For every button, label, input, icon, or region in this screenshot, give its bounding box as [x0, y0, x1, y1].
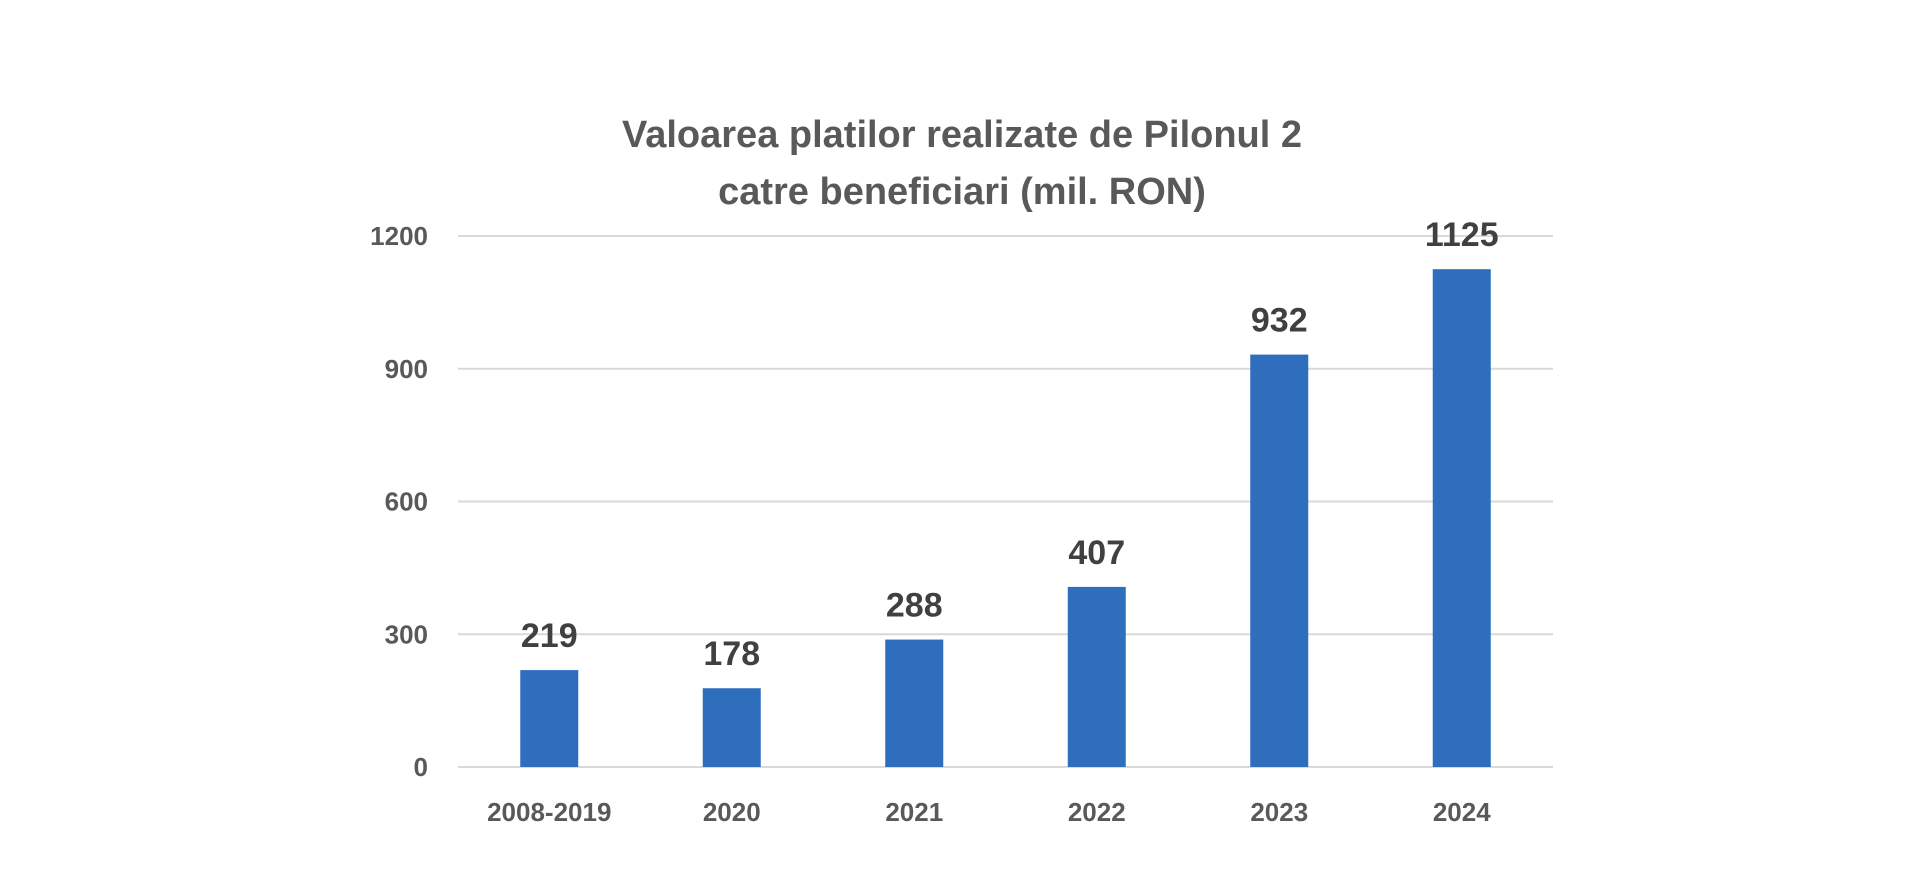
data-labels: 219 178 288 407 932 1125: [521, 216, 1499, 673]
chart-title: Valoarea platilor realizate de Pilonul 2…: [622, 114, 1302, 213]
x-tick-label-2021: 2021: [885, 797, 943, 827]
chart-title-line-2: catre beneficiari (mil. RON): [718, 171, 1206, 213]
y-tick-label: 300: [385, 619, 428, 649]
y-tick-label: 600: [385, 487, 428, 517]
y-axis: 0 300 600 900 1200: [370, 221, 428, 782]
bar-2008-2019: [520, 670, 579, 767]
x-tick-label-2008-2019: 2008-2019: [487, 797, 611, 827]
data-label-2023: 932: [1251, 302, 1308, 340]
chart-title-line-1: Valoarea platilor realizate de Pilonul 2: [622, 114, 1302, 156]
data-label-2024: 1125: [1425, 216, 1499, 254]
y-tick-label: 900: [385, 354, 428, 384]
x-tick-label-2024: 2024: [1433, 797, 1491, 827]
x-tick-label-2020: 2020: [703, 797, 761, 827]
data-label-2008-2019: 219: [521, 617, 578, 655]
data-label-2021: 288: [886, 587, 943, 625]
x-axis: 2008-2019 2020 2021 2022 2023 2024: [487, 797, 1491, 827]
x-tick-label-2022: 2022: [1068, 797, 1126, 827]
bar-2022: [1067, 586, 1126, 767]
data-label-2020: 178: [703, 635, 760, 673]
x-tick-label-2023: 2023: [1250, 797, 1308, 827]
y-tick-label: 1200: [370, 221, 428, 251]
gridlines: [458, 235, 1553, 768]
bar-2024: [1432, 269, 1491, 767]
bars: [520, 269, 1491, 767]
bar-2020: [702, 688, 761, 767]
data-label-2022: 407: [1068, 534, 1125, 572]
bar-2023: [1250, 354, 1309, 767]
bar-2021: [885, 639, 944, 767]
y-tick-label: 0: [414, 752, 428, 782]
